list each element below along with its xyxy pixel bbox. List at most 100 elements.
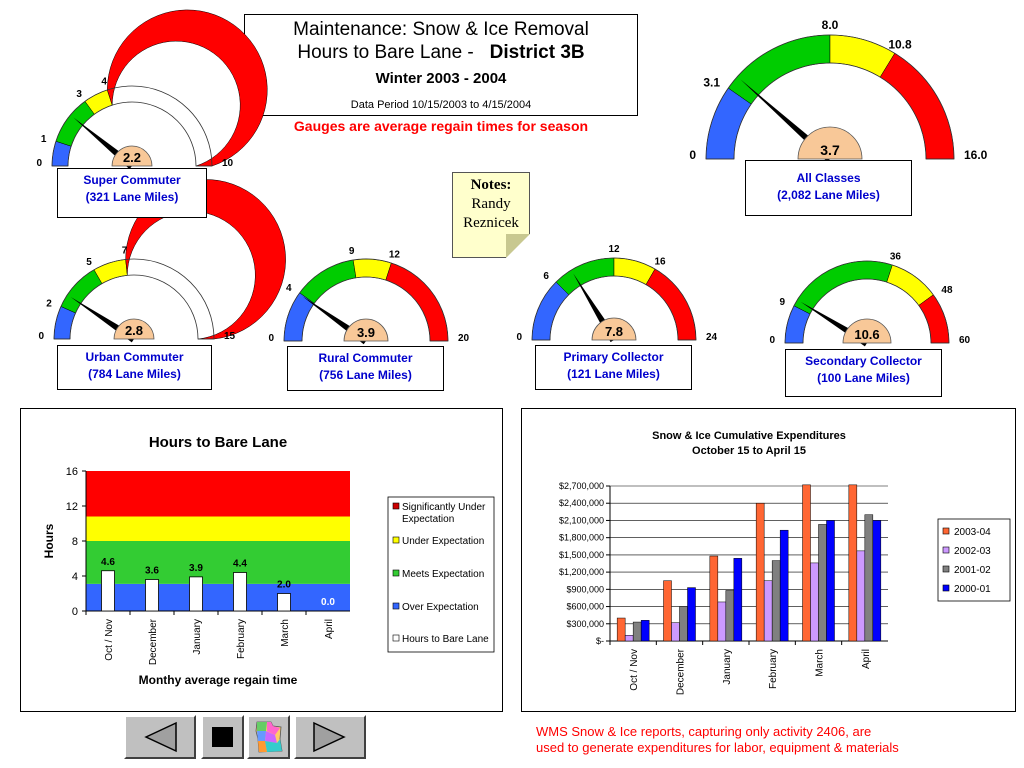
expenditure-bar [671, 622, 680, 642]
legend-entry: Hours to Bare Lane [402, 634, 489, 645]
stop-button[interactable] [201, 715, 244, 759]
gauge-hub [591, 317, 637, 341]
hours-bar [145, 579, 159, 612]
gauge-tick-label: 0 [38, 331, 44, 342]
hours-bar [277, 593, 291, 612]
gauge-label-miles: (100 Lane Miles) [817, 371, 910, 385]
gauge-tick-label: 0 [36, 158, 42, 169]
expenditure-bar [624, 635, 634, 642]
notes-line1: Randy [471, 196, 511, 212]
expectation-band [86, 583, 350, 611]
gauge-tick-label: 16 [654, 256, 666, 267]
hours-category-label: December [148, 618, 159, 665]
hours-data-label: 4.6 [101, 557, 115, 568]
gauge-tick-label: 20 [458, 333, 470, 344]
expenditure-category-label: April [861, 649, 872, 669]
gauge-tick-label: 2 [46, 298, 52, 309]
expenditure-bar [717, 601, 727, 642]
expenditure-chart-panel: Snow & Ice Cumulative Expenditures Octobe… [521, 408, 1016, 712]
expenditure-bar [679, 606, 688, 642]
gauge-label-miles: (2,082 Lane Miles) [777, 188, 880, 202]
gauge-tick-label: 10.8 [888, 38, 912, 52]
gauge-tick-label: 24 [706, 332, 718, 343]
expenditure-y-tick-label: $2,100,000 [559, 515, 604, 525]
gauge-primary-collector: 7.8 0 6 12 16 24 [516, 244, 717, 343]
gauge-value: 2.2 [123, 150, 141, 165]
gauge-label-name: Super Commuter [83, 173, 181, 187]
expenditure-category-label: Oct / Nov [629, 649, 640, 691]
footer-note-line1: WMS Snow & Ice reports, capturing only a… [536, 724, 872, 739]
gauge-tick-label: 12 [389, 250, 401, 261]
expenditure-bar [755, 502, 765, 642]
hours-bar [189, 576, 203, 612]
gauge-tick-label: 36 [890, 252, 902, 263]
expenditure-y-tick-label: $2,400,000 [559, 498, 604, 508]
gauge-label-primary-collector: Primary Collector (121 Lane Miles) [535, 345, 692, 390]
legend-entry: Over Expectation [402, 602, 479, 613]
home-map-button[interactable] [247, 715, 290, 759]
gauge-rural-commuter: 3.9 0 4 9 12 20 [268, 246, 470, 345]
gauge-super-commuter: 2.2 0 1 3 4 10 [36, 9, 268, 170]
hours-data-label: 2.0 [277, 580, 291, 591]
gauge-zone [879, 52, 955, 160]
hours-chart: Hours to Bare Lane 0 4 8 12 16 Hours 4.6 Oct / N… [42, 434, 495, 687]
gauge-hub [797, 126, 863, 160]
gauge-zone [886, 264, 934, 306]
expectation-band [86, 541, 350, 584]
gauge-zone [918, 294, 950, 344]
expenditure-chart: Snow & Ice Cumulative Expenditures Octobe… [559, 430, 1011, 695]
expenditure-bar [771, 560, 781, 642]
stop-icon [212, 727, 233, 747]
expenditure-category-label: February [768, 649, 779, 689]
hours-category-label: February [236, 619, 247, 659]
gauge-label-miles: (784 Lane Miles) [88, 367, 181, 381]
previous-button[interactable] [124, 715, 196, 759]
expenditure-bar [640, 620, 650, 642]
legend-entry: 2003-04 [954, 527, 991, 538]
hours-y-tick-label: 16 [66, 466, 78, 478]
gauge-zone [727, 34, 831, 105]
legend-swatch [392, 502, 400, 510]
gauge-label-name: All Classes [796, 171, 861, 185]
gauge-value: 7.8 [605, 324, 623, 339]
footer-note: WMS Snow & Ice reports, capturing only a… [536, 724, 1016, 756]
title-box: Maintenance: Snow & Ice Removal Hours to… [244, 14, 638, 116]
hours-data-label: 3.9 [189, 563, 203, 574]
expenditure-y-tick-label: $1,200,000 [559, 567, 604, 577]
notes-box[interactable]: Notes: Randy Reznicek [452, 172, 530, 258]
title-line1: Maintenance: Snow & Ice Removal [293, 19, 589, 40]
gauge-tick-label: 0 [268, 333, 274, 344]
expenditure-bar [632, 621, 642, 642]
expenditure-legend: 2003-04 2002-03 2001-02 2000-01 [937, 518, 1011, 602]
legend-entry: Meets Expectation [402, 569, 484, 580]
legend-swatch [942, 565, 950, 573]
hours-chart-panel: Hours to Bare Lane 0 4 8 12 16 Hours 4.6 Oct / N… [20, 408, 503, 712]
gauge-value: 3.9 [357, 325, 375, 340]
gauge-note: Gauges are average regain times for seas… [293, 118, 589, 134]
gauge-zone [60, 269, 103, 314]
gauge-tick-label: 9 [349, 246, 355, 257]
hours-chart-title: Hours to Bare Lane [149, 434, 287, 451]
gauge-tick-label: 60 [959, 335, 971, 346]
gauge-label-name: Rural Commuter [318, 351, 413, 365]
gauge-tick-label: 9 [779, 297, 785, 308]
legend-swatch [392, 569, 400, 577]
gauge-hub [111, 145, 153, 167]
expenditure-bar [810, 562, 819, 642]
gauge-all-classes: 3.7 0 3.1 8.0 10.8 16.0 [689, 18, 987, 162]
next-button[interactable] [294, 715, 366, 759]
hours-data-label: 4.4 [233, 559, 247, 570]
gauge-tick-label: 7 [122, 245, 128, 256]
gauge-tick-label: 6 [543, 271, 549, 282]
expenditure-bar [616, 617, 626, 642]
gauge-label-name: Primary Collector [563, 350, 664, 364]
gauge-tick-label: 48 [941, 285, 953, 296]
expenditure-bar [864, 514, 874, 642]
expenditure-bar [687, 587, 696, 642]
expenditure-bar [779, 529, 789, 642]
minnesota-map-icon [255, 721, 283, 753]
gauge-tick-label: 8.0 [822, 18, 839, 32]
expenditure-category-label: January [722, 649, 733, 685]
hours-legend: Significantly Under Expectation Under Expe… [387, 496, 495, 653]
legend-swatch [392, 602, 400, 610]
